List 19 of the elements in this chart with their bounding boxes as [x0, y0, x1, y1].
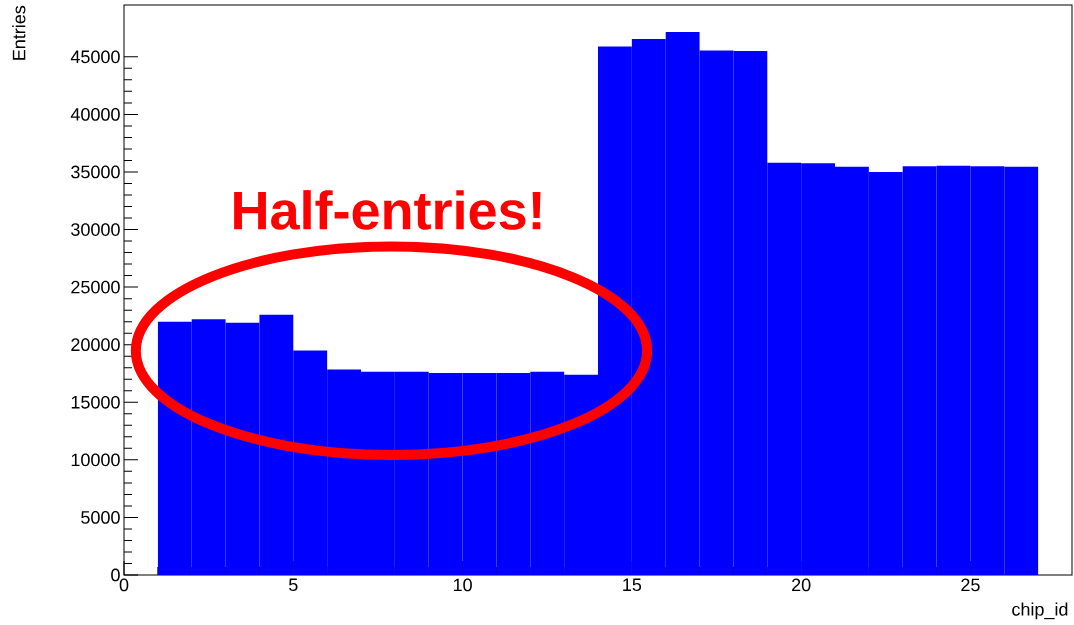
y-tick-label: 35000 — [71, 165, 120, 179]
x-tick-label: 0 — [119, 578, 129, 592]
x-tick-label: 15 — [623, 578, 642, 592]
x-tick-label: 25 — [961, 578, 980, 592]
y-tick-label: 15000 — [71, 395, 120, 409]
y-tick-label: 40000 — [70, 108, 120, 121]
y-tick-label: 10000 — [71, 453, 120, 467]
annotation: Half-entries! — [234, 190, 541, 230]
y-tick-label: 20000 — [71, 338, 120, 352]
y-tick-label: 25000 — [71, 280, 120, 294]
x-axis-title: chip_id — [1012, 602, 1068, 620]
y-tick-label: 45000 — [70, 50, 120, 64]
x-tick-label: 20 — [792, 578, 811, 592]
y-tick-label: 5000 — [81, 511, 120, 524]
y-tick-label: 30000 — [71, 223, 120, 236]
y-tick-label: 0 — [111, 568, 120, 582]
x-tick-label: 5 — [289, 578, 298, 592]
x-tick-label: 10 — [453, 578, 472, 592]
y-axis-title: Entries — [12, 5, 26, 60]
